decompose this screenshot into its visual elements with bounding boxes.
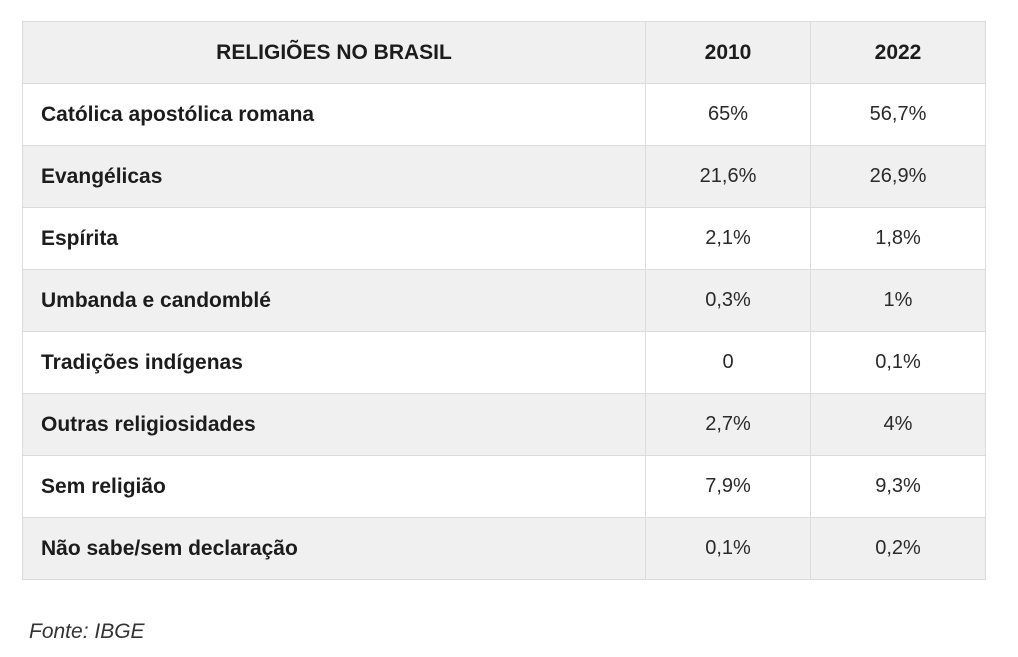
row-label: Não sabe/sem declaração	[22, 517, 646, 580]
header-2010: 2010	[645, 21, 811, 84]
religion-table: RELIGIÕES NO BRASIL 2010 2022 Católica a…	[22, 21, 986, 580]
row-label: Espírita	[22, 207, 646, 270]
value-2022: 1,8%	[810, 207, 986, 270]
value-2022: 26,9%	[810, 145, 986, 208]
value-2010: 0,3%	[645, 269, 811, 332]
table-header-row: RELIGIÕES NO BRASIL 2010 2022	[22, 21, 986, 84]
row-label: Evangélicas	[22, 145, 646, 208]
value-2022: 0,2%	[810, 517, 986, 580]
table-row: Não sabe/sem declaração 0,1% 0,2%	[22, 517, 986, 580]
religion-table-container: RELIGIÕES NO BRASIL 2010 2022 Católica a…	[22, 21, 986, 580]
table-row: Sem religião 7,9% 9,3%	[22, 455, 986, 518]
row-label: Outras religiosidades	[22, 393, 646, 456]
value-2022: 0,1%	[810, 331, 986, 394]
table-row: Tradições indígenas 0 0,1%	[22, 331, 986, 394]
value-2010: 2,7%	[645, 393, 811, 456]
value-2010: 7,9%	[645, 455, 811, 518]
value-2010: 21,6%	[645, 145, 811, 208]
source-caption: Fonte: IBGE	[29, 620, 145, 643]
table-row: Católica apostólica romana 65% 56,7%	[22, 83, 986, 146]
value-2022: 1%	[810, 269, 986, 332]
value-2010: 65%	[645, 83, 811, 146]
header-religion: RELIGIÕES NO BRASIL	[22, 21, 646, 84]
row-label: Católica apostólica romana	[22, 83, 646, 146]
value-2010: 0	[645, 331, 811, 394]
table-row: Umbanda e candomblé 0,3% 1%	[22, 269, 986, 332]
value-2022: 4%	[810, 393, 986, 456]
value-2022: 56,7%	[810, 83, 986, 146]
row-label: Tradições indígenas	[22, 331, 646, 394]
row-label: Umbanda e candomblé	[22, 269, 646, 332]
row-label: Sem religião	[22, 455, 646, 518]
header-2022: 2022	[810, 21, 986, 84]
table-row: Espírita 2,1% 1,8%	[22, 207, 986, 270]
value-2010: 2,1%	[645, 207, 811, 270]
table-row: Evangélicas 21,6% 26,9%	[22, 145, 986, 208]
value-2010: 0,1%	[645, 517, 811, 580]
table-row: Outras religiosidades 2,7% 4%	[22, 393, 986, 456]
value-2022: 9,3%	[810, 455, 986, 518]
